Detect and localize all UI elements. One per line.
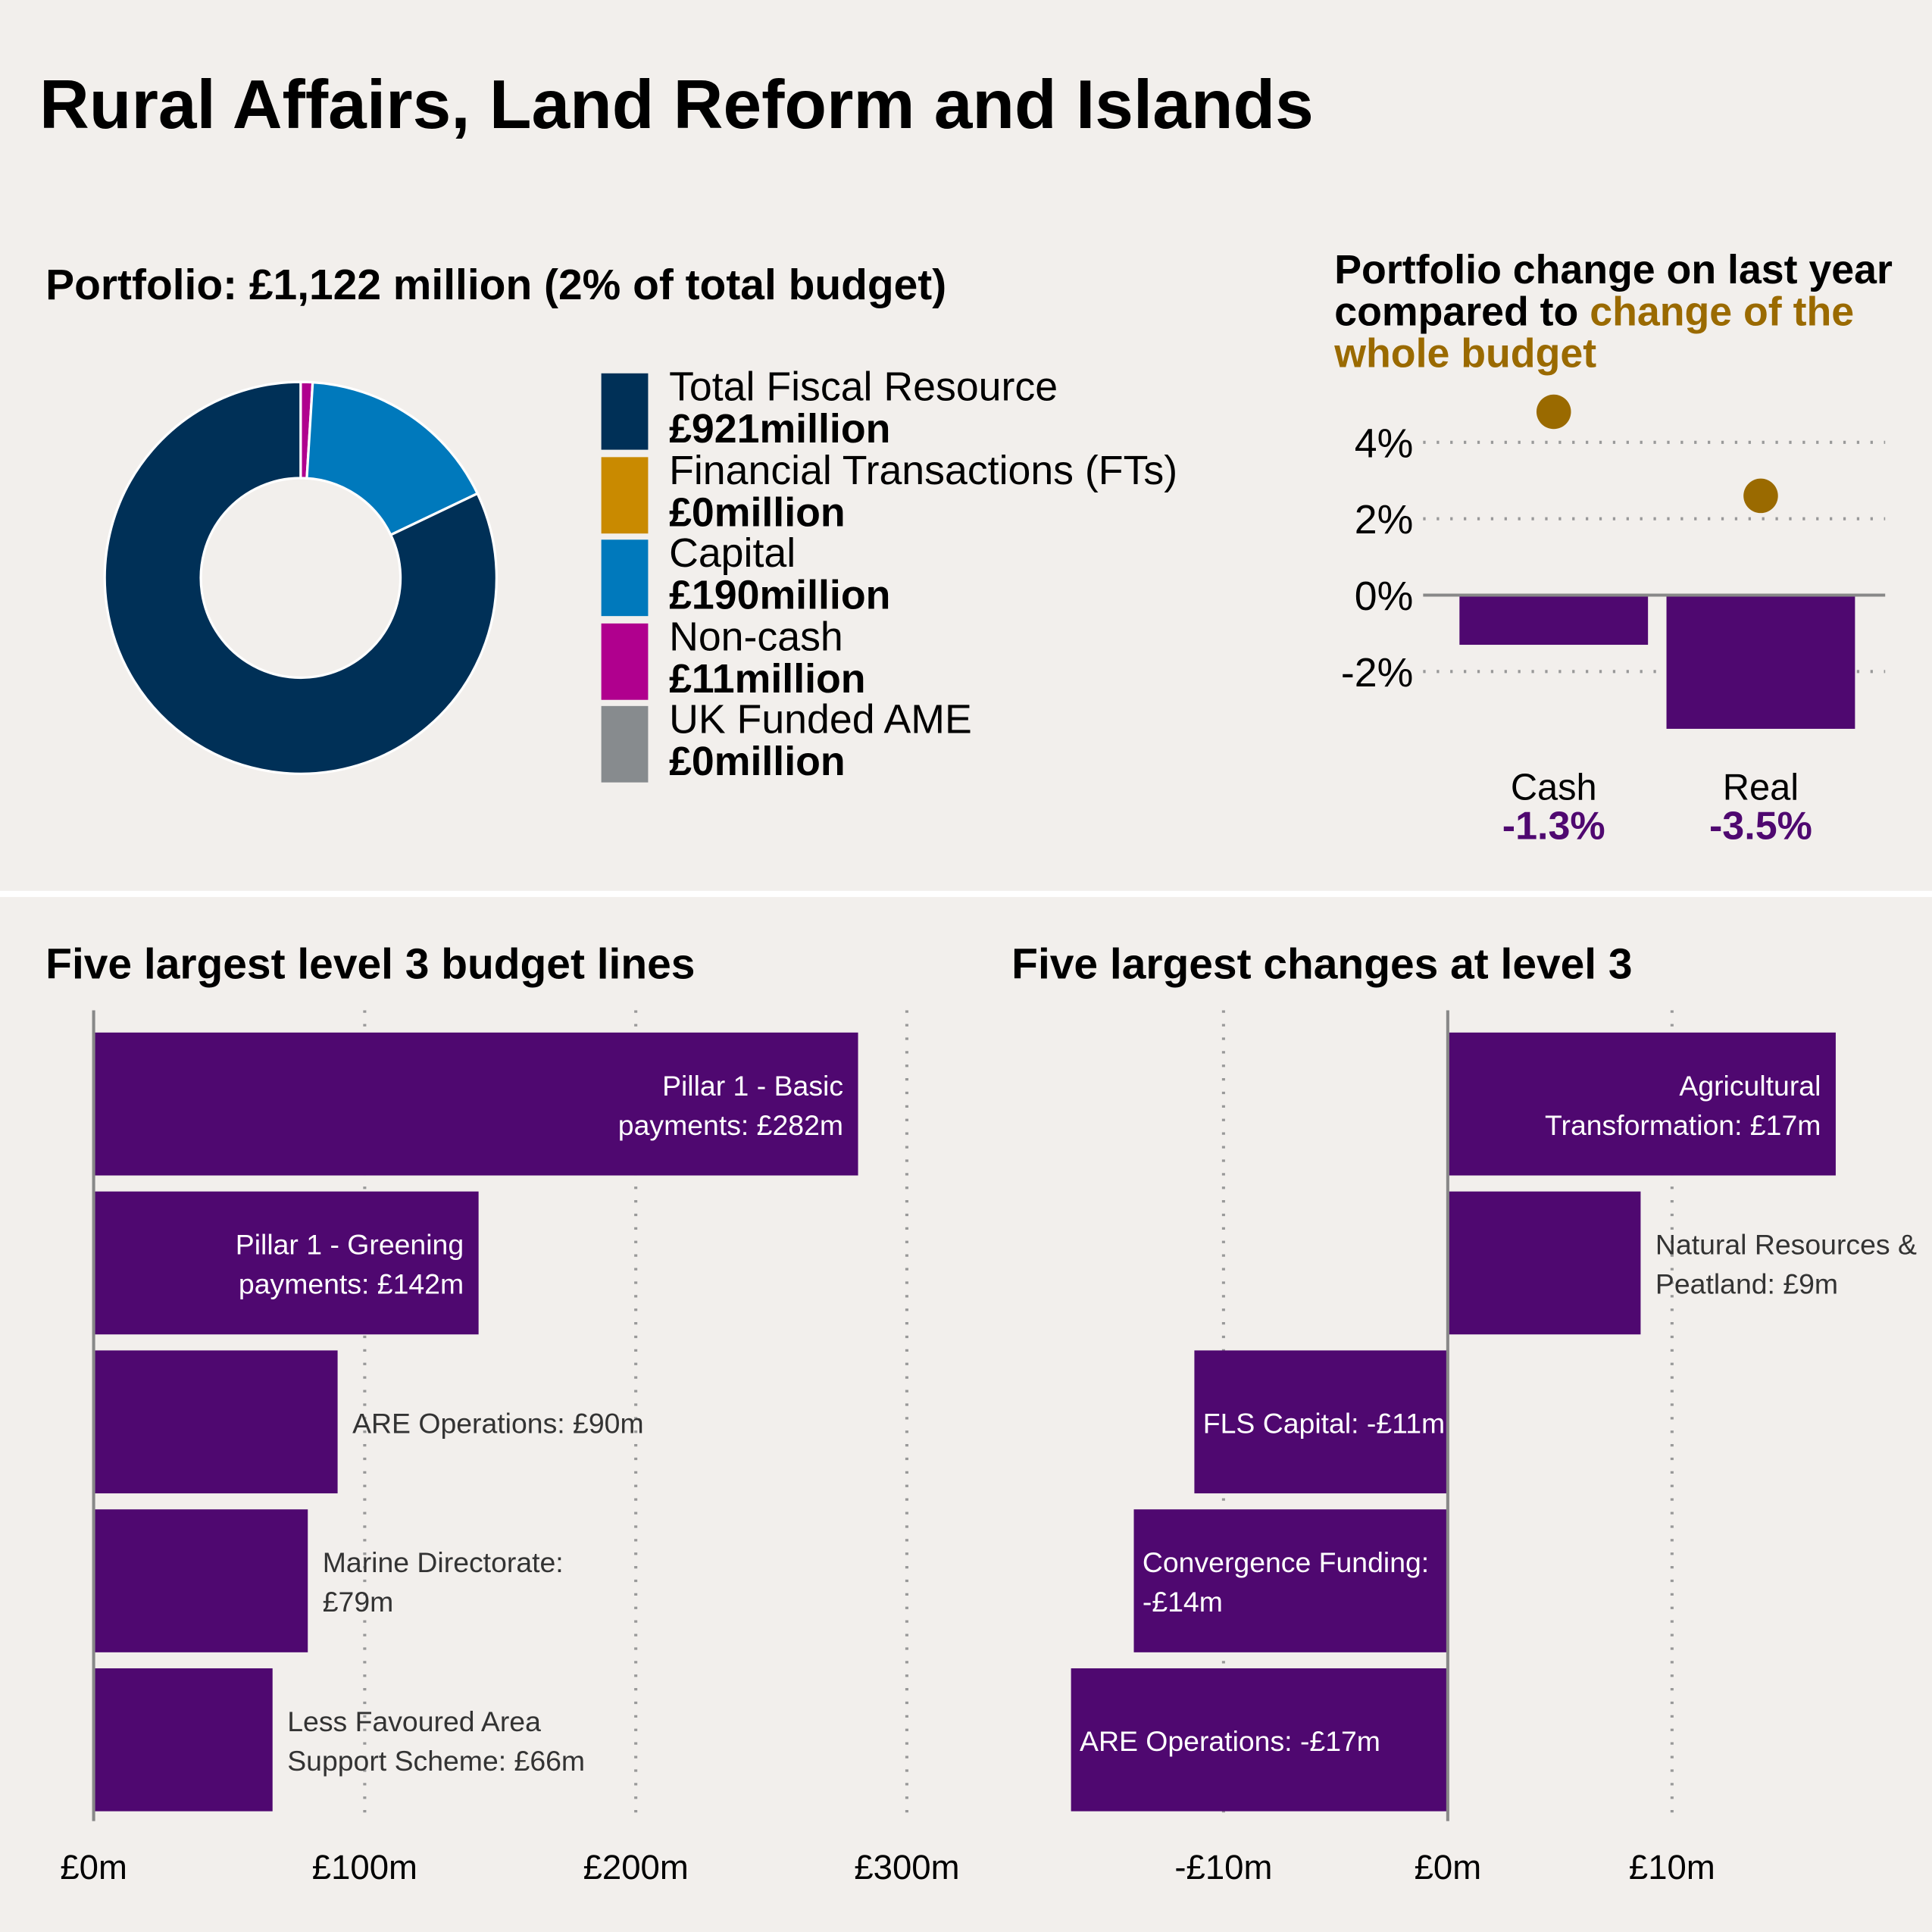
portfolio-donut-chart <box>103 380 498 775</box>
changes-heading: Five largest changes at level 3 <box>1011 939 1633 989</box>
x-tick-label: £100m <box>312 1848 417 1887</box>
legend-value: £0million <box>669 488 846 534</box>
bar <box>93 1191 479 1335</box>
y-tick-label: 4% <box>1355 420 1414 466</box>
donut-slice-total-fiscal-resource <box>103 380 498 775</box>
value-label: -3.5% <box>1709 804 1812 848</box>
legend-value: £11million <box>669 655 866 701</box>
category-label: Real <box>1723 767 1799 808</box>
change-heading-main: Portfolio change on last year compared t… <box>1334 246 1893 334</box>
bar <box>1447 1191 1641 1335</box>
legend-label: Non-cash <box>669 613 843 659</box>
portfolio-heading: Portfolio: £1,122 million (2% of total b… <box>45 261 947 310</box>
bar <box>93 1509 308 1652</box>
legend-label: Capital <box>669 530 796 576</box>
bar <box>1447 1032 1836 1176</box>
bar <box>1133 1509 1448 1652</box>
x-tick-label: £10m <box>1629 1848 1715 1887</box>
bar <box>93 1350 338 1494</box>
bar-label: Convergence Funding: <box>1143 1546 1429 1578</box>
legend-label: UK Funded AME <box>669 696 972 742</box>
bar <box>93 1032 858 1176</box>
bar-label: Pillar 1 - Greening <box>236 1229 464 1261</box>
x-tick-label: £0m <box>60 1848 127 1887</box>
x-tick-label: £300m <box>854 1848 959 1887</box>
x-tick-label: -£10m <box>1174 1848 1272 1887</box>
bar-cash <box>1459 595 1649 646</box>
value-label: -1.3% <box>1502 804 1605 848</box>
bar-real <box>1666 595 1855 729</box>
largest-heading: Five largest level 3 budget lines <box>45 939 696 989</box>
bar-label: Natural Resources & <box>1655 1229 1917 1261</box>
change-heading-highlight: change of the whole budget <box>1334 288 1855 377</box>
page-title: Rural Affairs, Land Reform and Islands <box>39 65 1314 143</box>
bar-label: Support Scheme: £66m <box>287 1745 585 1777</box>
bar-label: payments: £142m <box>239 1268 464 1300</box>
section-divider <box>0 890 1932 897</box>
bar-label: payments: £282m <box>618 1109 843 1141</box>
legend-item: Non-cash £11million <box>669 615 866 699</box>
x-tick-label: £0m <box>1415 1848 1482 1887</box>
legend-swatch <box>601 539 649 617</box>
legend-value: £190million <box>669 571 891 617</box>
legend-item: Capital £190million <box>669 530 891 617</box>
legend-label: Financial Transactions (FTs) <box>669 446 1178 492</box>
donut-slice-capital <box>305 380 480 537</box>
legend-swatch <box>601 705 649 783</box>
legend-value: £921million <box>669 405 891 452</box>
change-heading: Portfolio change on last year compared t… <box>1334 249 1913 375</box>
legend-swatch <box>601 373 649 450</box>
legend-swatch <box>601 623 649 699</box>
legend-value: £0million <box>669 738 846 784</box>
bar <box>1071 1668 1448 1812</box>
bar-label: Less Favoured Area <box>287 1705 541 1737</box>
y-tick-label: 2% <box>1355 497 1414 542</box>
bar-label: FLS Capital: -£11m <box>1203 1407 1445 1439</box>
bar-label: ARE Operations: £90m <box>352 1407 643 1439</box>
legend-label: Total Fiscal Resource <box>669 363 1058 409</box>
bar <box>1194 1350 1448 1494</box>
legend-item: Total Fiscal Resource £921million <box>669 363 1058 452</box>
legend-swatch <box>601 456 649 533</box>
whole-budget-dot-cash <box>1536 394 1571 430</box>
bar-label: £79m <box>323 1586 394 1618</box>
largest-lines-chart: £0m £100m £200m £300m Pillar 1 - Basic paymen… <box>60 1010 960 1887</box>
x-tick-label: £200m <box>583 1848 689 1887</box>
bar-label: Marine Directorate: <box>323 1546 564 1578</box>
change-chart: 4% 2% 0% -2% Cash-1.3% Real-3.5% <box>1341 394 1886 848</box>
bar <box>93 1668 273 1812</box>
y-tick-label: 0% <box>1355 574 1414 619</box>
bar-label: ARE Operations: -£17m <box>1080 1725 1380 1757</box>
legend-item: Financial Transactions (FTs) £0million <box>669 449 1177 533</box>
legend-item: UK Funded AME £0million <box>669 696 972 784</box>
largest-changes-chart: -£10m £0m £10m Agricultural Transformation: … <box>1071 1010 1917 1887</box>
category-label: Cash <box>1511 767 1597 808</box>
whole-budget-dot-real <box>1743 478 1778 514</box>
bar-label: Pillar 1 - Basic <box>662 1070 843 1102</box>
bar-label: -£14m <box>1143 1586 1223 1618</box>
bar-label: Peatland: £9m <box>1655 1268 1838 1300</box>
bar-label: Transformation: £17m <box>1545 1109 1821 1141</box>
y-tick-label: -2% <box>1341 650 1413 696</box>
bar-label: Agricultural <box>1679 1070 1821 1102</box>
